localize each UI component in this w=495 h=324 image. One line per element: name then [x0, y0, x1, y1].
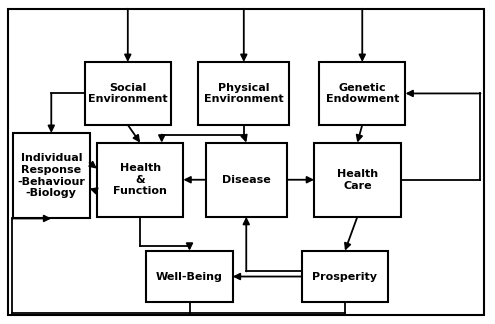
- Text: Health
Care: Health Care: [337, 169, 378, 191]
- Text: Health
&
Function: Health & Function: [113, 163, 167, 196]
- Text: Physical
Environment: Physical Environment: [204, 83, 284, 104]
- FancyBboxPatch shape: [205, 143, 287, 217]
- FancyBboxPatch shape: [85, 62, 171, 125]
- Text: Social
Environment: Social Environment: [88, 83, 168, 104]
- FancyBboxPatch shape: [302, 251, 388, 302]
- FancyBboxPatch shape: [13, 133, 90, 218]
- FancyBboxPatch shape: [198, 62, 290, 125]
- Text: Genetic
Endowment: Genetic Endowment: [326, 83, 399, 104]
- Text: Individual
Response
-Behaviour
-Biology: Individual Response -Behaviour -Biology: [17, 153, 85, 198]
- FancyBboxPatch shape: [97, 143, 183, 217]
- FancyBboxPatch shape: [314, 143, 400, 217]
- Text: Well-Being: Well-Being: [156, 272, 223, 282]
- FancyBboxPatch shape: [319, 62, 405, 125]
- FancyBboxPatch shape: [147, 251, 233, 302]
- Text: Prosperity: Prosperity: [312, 272, 378, 282]
- Text: Disease: Disease: [222, 175, 271, 185]
